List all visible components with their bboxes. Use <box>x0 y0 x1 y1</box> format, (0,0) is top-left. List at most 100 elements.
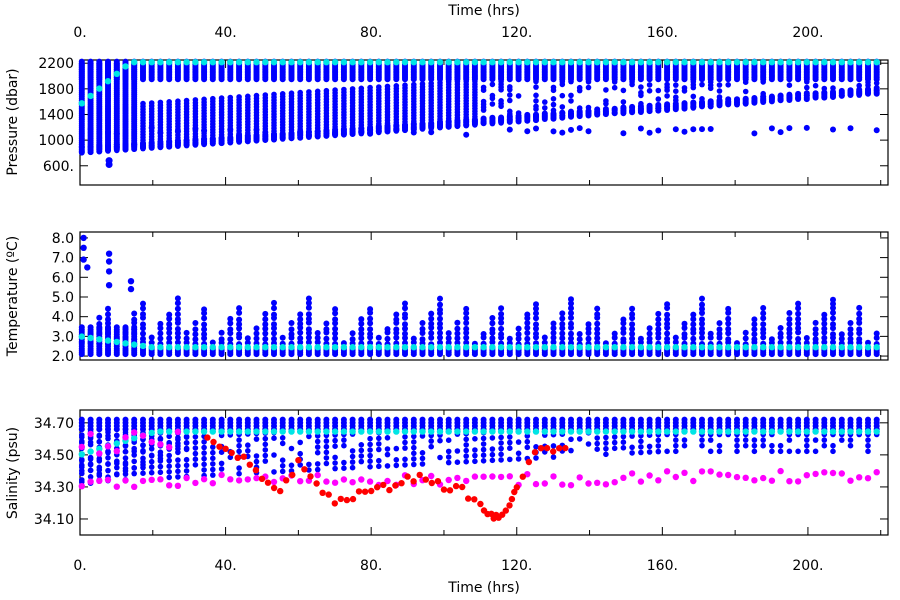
data-point <box>253 59 260 66</box>
data-point <box>105 305 111 312</box>
data-point <box>620 99 627 105</box>
data-point <box>637 416 644 423</box>
data-point <box>236 416 243 423</box>
data-point <box>812 336 819 343</box>
data-point <box>358 344 365 351</box>
data-point <box>96 470 103 477</box>
data-point <box>830 416 836 423</box>
data-point <box>672 416 679 423</box>
data-point <box>192 450 199 457</box>
data-point <box>690 321 697 328</box>
data-point <box>174 344 182 351</box>
data-point <box>445 416 452 423</box>
data-point <box>533 455 539 461</box>
data-point <box>550 84 557 91</box>
data-point <box>376 457 382 464</box>
data-point <box>812 326 819 333</box>
data-point <box>489 114 496 121</box>
data-point <box>131 341 138 348</box>
data-point <box>140 311 146 318</box>
data-point <box>253 92 260 99</box>
data-point <box>227 336 234 343</box>
data-point <box>804 437 810 443</box>
data-point <box>646 416 653 423</box>
data-point <box>463 447 470 454</box>
data-point <box>375 344 382 351</box>
salinity-marks <box>78 416 880 522</box>
data-point <box>576 105 583 111</box>
data-point <box>384 416 391 423</box>
data-point <box>681 437 688 443</box>
data-point <box>297 416 304 423</box>
data-point <box>349 448 356 454</box>
data-point <box>227 315 234 322</box>
data-point <box>200 59 208 66</box>
data-point <box>253 436 260 442</box>
data-point <box>672 59 679 66</box>
data-point <box>279 416 286 423</box>
data-point <box>847 442 854 449</box>
data-point <box>594 305 601 312</box>
data-point <box>411 81 417 88</box>
data-point <box>402 462 408 468</box>
data-point <box>227 59 234 66</box>
data-point <box>777 325 784 331</box>
data-point <box>201 416 208 423</box>
data-point <box>262 458 269 464</box>
data-point <box>655 59 662 66</box>
data-point <box>79 432 85 438</box>
data-point <box>271 321 277 328</box>
data-point <box>804 84 810 91</box>
data-point <box>349 86 356 92</box>
data-point <box>166 428 173 435</box>
data-point <box>279 468 286 475</box>
y-tick-label: 1000 <box>38 133 74 149</box>
data-point <box>340 344 348 351</box>
data-point <box>594 416 601 423</box>
data-point <box>366 344 374 351</box>
data-point <box>725 336 732 343</box>
data-point <box>157 59 164 66</box>
data-point <box>507 456 513 463</box>
data-point <box>393 428 400 435</box>
data-point <box>480 416 487 423</box>
data-point <box>262 336 269 342</box>
data-point <box>795 91 801 97</box>
data-point <box>87 334 94 342</box>
data-point <box>78 60 85 67</box>
data-point <box>367 416 374 423</box>
data-point <box>786 125 793 132</box>
data-point <box>568 92 574 99</box>
data-point <box>637 125 644 132</box>
data-point <box>192 416 199 423</box>
data-point <box>515 416 522 423</box>
data-point <box>218 344 225 351</box>
data-point <box>559 321 566 327</box>
data-point <box>611 330 618 337</box>
data-point <box>419 344 426 351</box>
data-point <box>201 444 207 451</box>
data-point <box>550 96 557 102</box>
data-point <box>646 88 653 94</box>
data-point <box>463 436 470 443</box>
data-point <box>856 304 863 311</box>
data-point <box>664 335 671 342</box>
data-point <box>349 464 356 471</box>
data-point <box>638 100 644 107</box>
data-point <box>507 434 513 440</box>
data-point <box>349 428 356 435</box>
data-point <box>323 59 330 66</box>
data-point <box>550 107 557 114</box>
data-point <box>140 416 146 423</box>
data-point <box>288 320 295 326</box>
data-point <box>524 118 531 124</box>
data-point <box>620 416 627 423</box>
data-point <box>122 455 129 461</box>
data-point <box>437 416 443 423</box>
data-point <box>541 344 548 351</box>
data-point <box>690 126 697 133</box>
data-point <box>533 103 539 110</box>
data-point <box>507 439 513 446</box>
data-point <box>672 334 679 341</box>
data-point <box>192 326 199 333</box>
